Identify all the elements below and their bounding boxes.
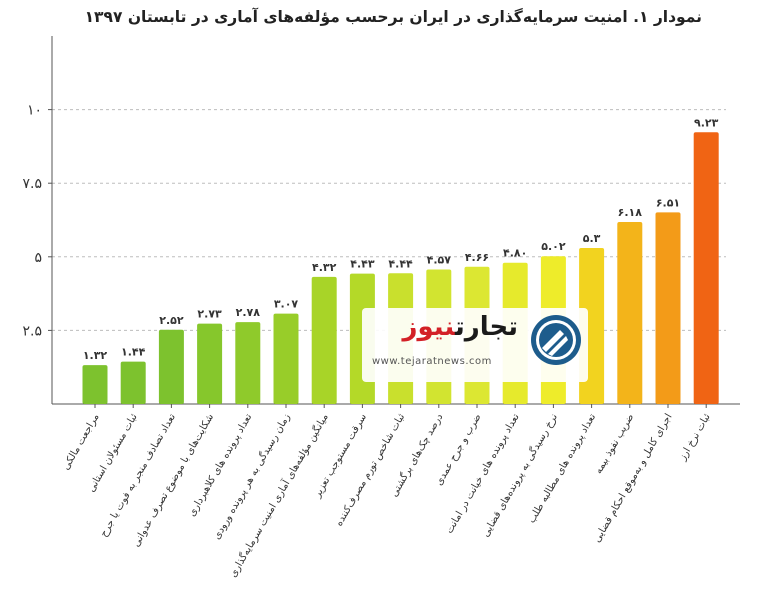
value-label: ۱.۴۴ <box>121 346 146 359</box>
bar <box>235 322 261 404</box>
watermark-brand: تجارتنیوز <box>403 312 519 342</box>
bar <box>120 361 146 404</box>
value-label: ۲.۵۲ <box>159 314 184 327</box>
bar <box>273 313 299 404</box>
value-label: ۴.۴۳ <box>350 258 375 271</box>
x-tick-label: زمان رسیدگی به هر پرونده ورودی <box>211 411 293 541</box>
x-tick-label: تعداد پرونده های خیانت در امانت <box>444 412 522 536</box>
x-tick-label: ثبات نرخ ارز <box>677 412 713 463</box>
value-label: ۶.۵۱ <box>656 196 680 209</box>
value-label: ۲.۷۸ <box>236 306 261 319</box>
bar <box>82 365 108 404</box>
x-tick-label: ضریب نفوذ بیمه <box>593 412 636 476</box>
bar <box>617 222 643 404</box>
tejaratnews-logo-icon <box>531 315 581 365</box>
value-labels: ۱.۳۲ ۱.۴۴ ۲.۵۲ ۲.۷۳ ۲.۷۸ ۳.۰۷ ۴.۳۲ ۴.۴۳ ۴.۴۴ ۴.۵۷… <box>83 116 719 362</box>
x-tick-label: شکایت‌های با موضوع تصرف عدوانی <box>131 412 216 549</box>
value-label: ۱.۳۲ <box>83 349 108 362</box>
watermark-logo: تجارتنیوز www.tejaratnews.com <box>362 308 588 382</box>
value-label: ۹.۲۳ <box>694 116 719 129</box>
x-tick-label: ثبات شاخص تورم مصرف‌کننده <box>334 412 408 528</box>
value-label: ۳.۰۷ <box>274 298 299 311</box>
x-tick-label: تعداد تصادف منجر به فوت یا جرح <box>98 412 178 539</box>
x-tick-label: مراجعت مالکی <box>61 412 102 472</box>
x-tick-label: نرخ رسیدگی به پرونده‌های قضایی <box>479 412 560 540</box>
value-label: ۴.۶۶ <box>465 251 489 264</box>
bar <box>655 212 681 404</box>
value-label: ۴.۳۲ <box>312 261 337 274</box>
bar <box>693 132 719 404</box>
value-label: ۵.۰۲ <box>541 240 566 253</box>
y-tick-label: ۱۰ <box>27 103 42 119</box>
value-label: ۴.۵۷ <box>427 253 452 266</box>
bar <box>197 323 223 404</box>
watermark-brand-part2: نیوز <box>402 312 456 342</box>
value-label: ۵.۳ <box>583 232 601 245</box>
value-label: ۴.۴۴ <box>388 257 413 270</box>
y-tick-label: ۲.۵ <box>23 323 43 339</box>
x-tick-label: اجرای کامل و به‌موقع احکام قضایی <box>592 412 675 545</box>
value-label: ۲.۷۳ <box>197 308 222 321</box>
x-tick-label: تعداد پرونده های مطالبه طلب <box>526 412 598 525</box>
bar <box>311 276 337 404</box>
watermark-brand-part1: تجارت <box>455 312 518 342</box>
y-tick-labels: ۲.۵ ۵ ۷.۵ ۱۰ <box>23 103 43 340</box>
chart-title: نمودار ۱. امنیت سرمایه‌گذاری در ایران بر… <box>84 8 702 26</box>
y-tick-label: ۷.۵ <box>23 176 43 192</box>
y-tick-label: ۵ <box>34 250 42 266</box>
watermark-url: www.tejaratnews.com <box>372 356 492 367</box>
value-label: ۶.۱۸ <box>618 206 643 219</box>
value-label: ۴.۸۰ <box>503 247 527 260</box>
bar <box>158 329 184 404</box>
